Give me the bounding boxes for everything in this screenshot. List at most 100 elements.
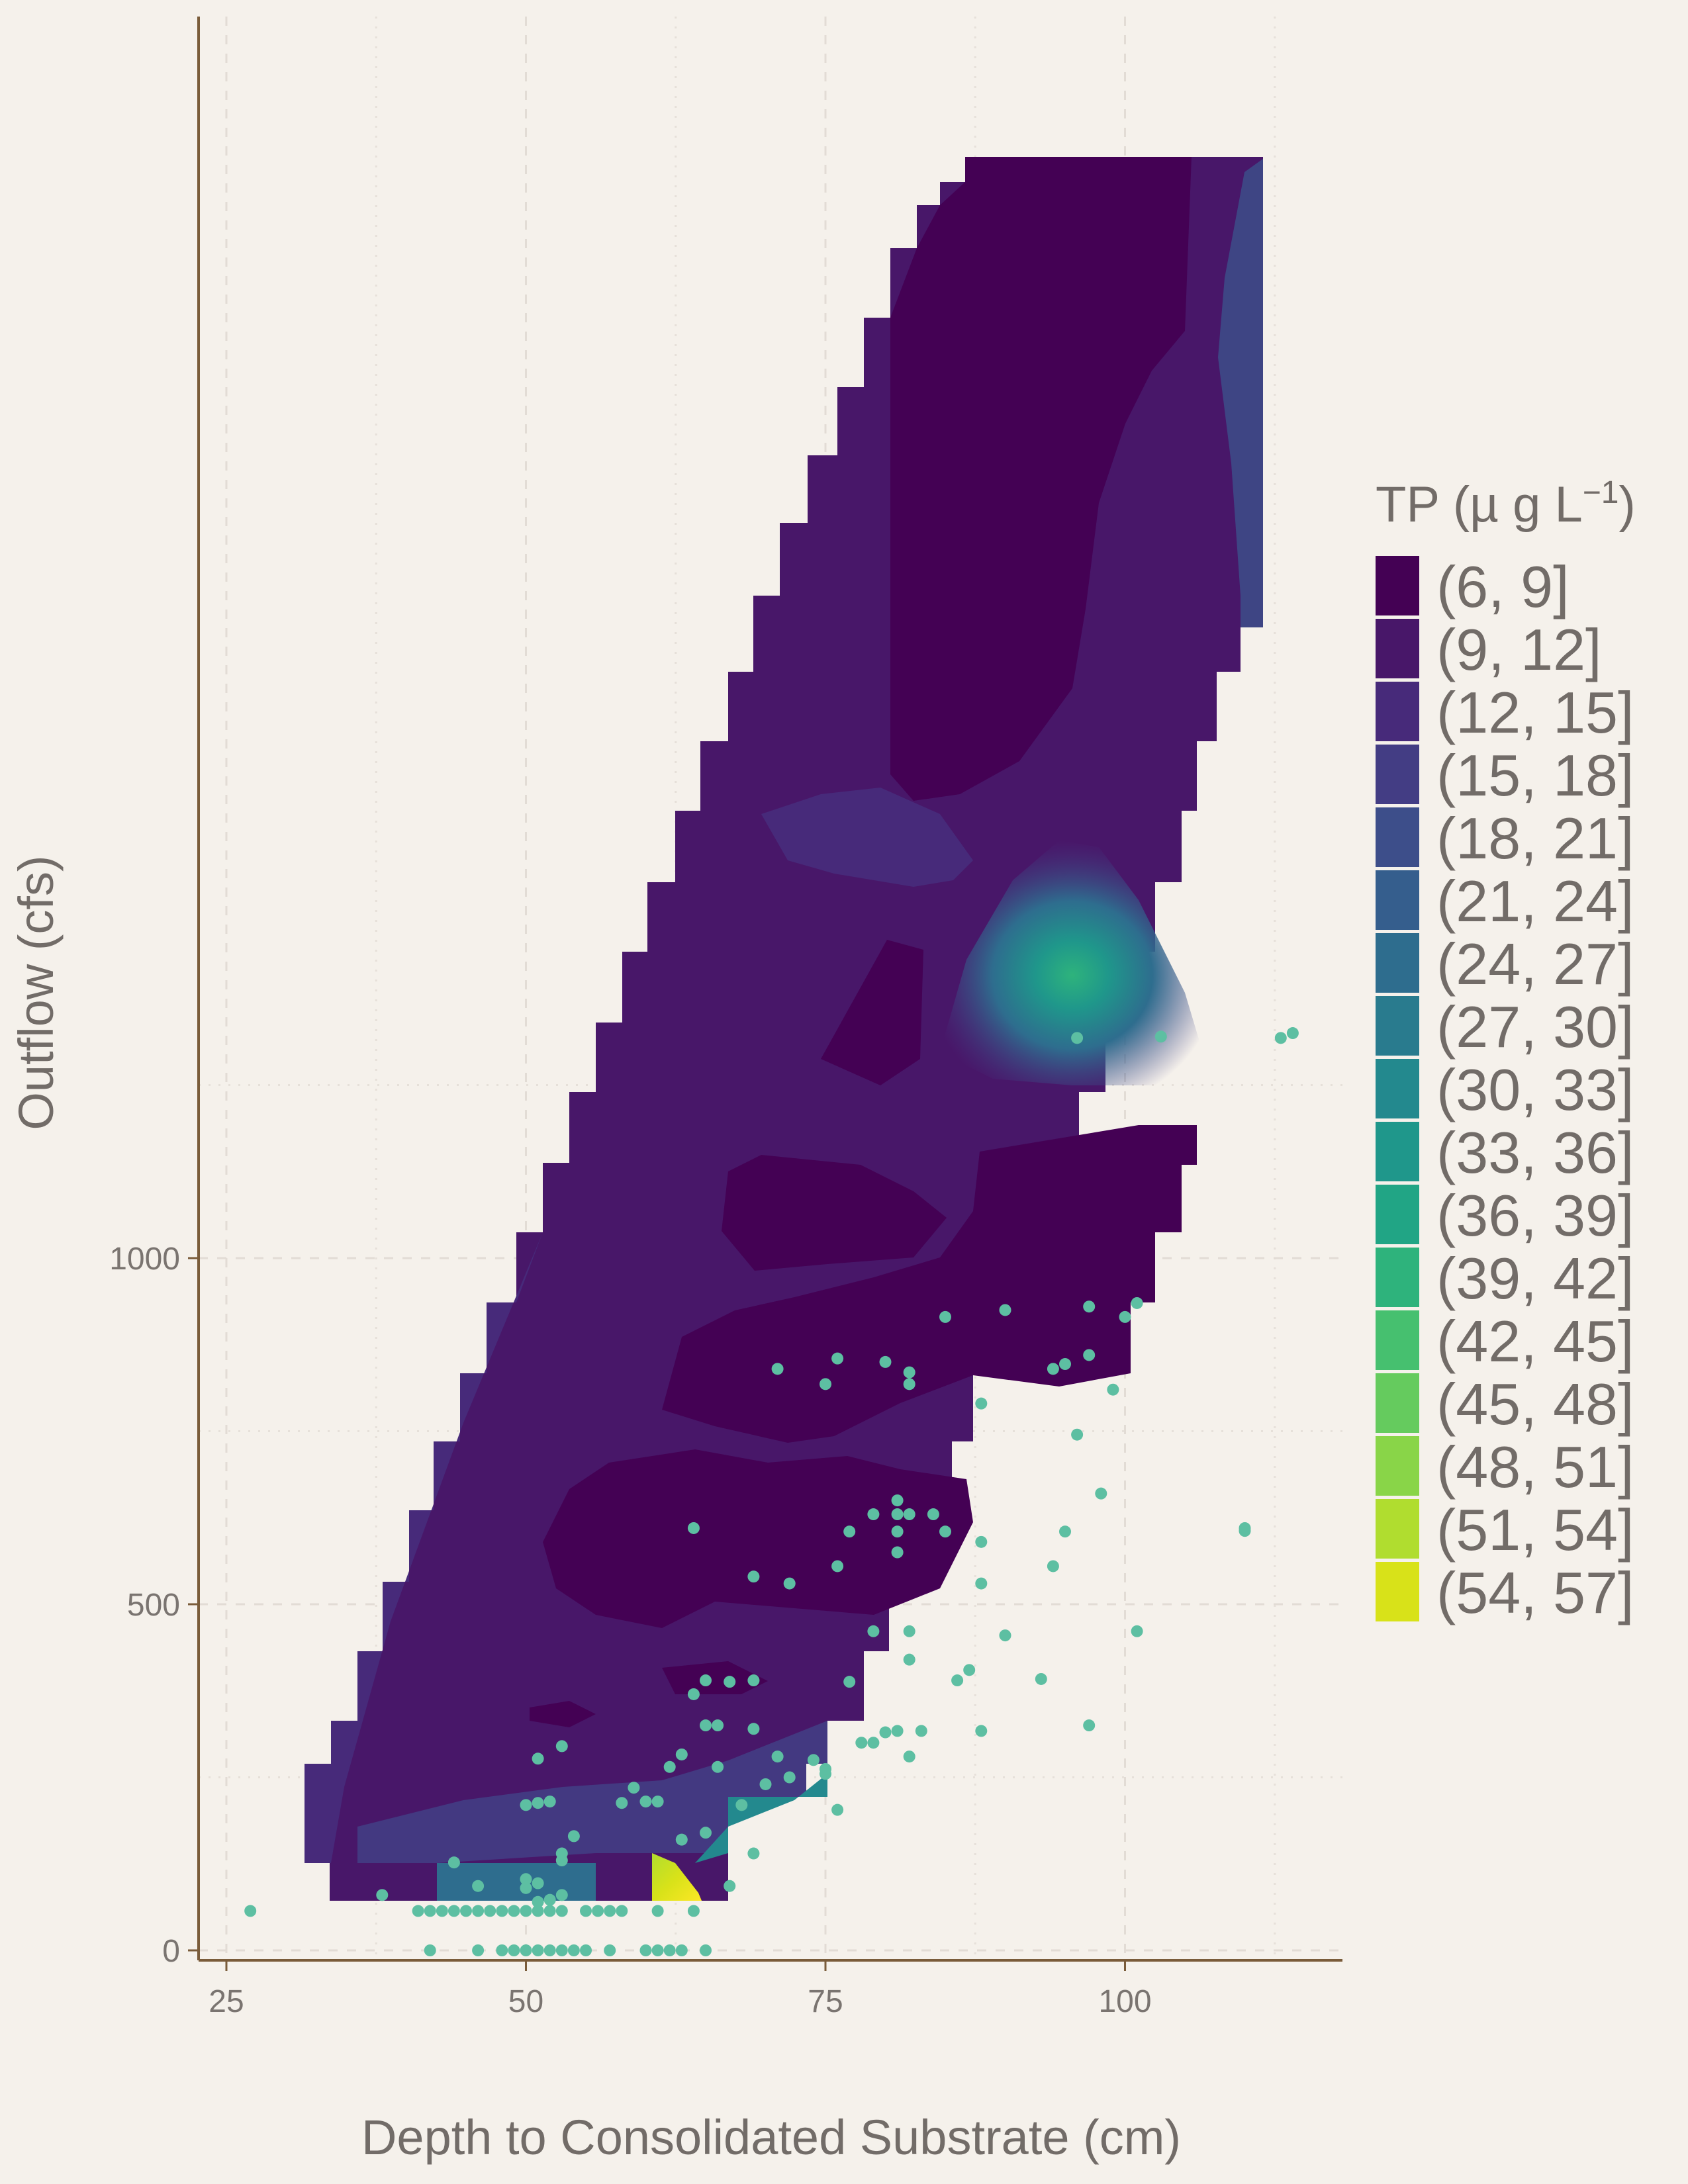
data-point (532, 1895, 544, 1908)
data-point (820, 1762, 831, 1775)
data-point (903, 1378, 915, 1390)
legend-swatch (1376, 996, 1419, 1056)
data-point (616, 1797, 628, 1809)
data-point (855, 1737, 868, 1749)
data-point (879, 1355, 892, 1368)
contour-surface (305, 157, 1263, 1901)
data-point (831, 1352, 844, 1365)
data-point (975, 1535, 988, 1548)
legend-label: (27, 30] (1436, 994, 1634, 1060)
contour-region-dark-mid-left (821, 940, 923, 1085)
legend-title-end: ) (1618, 477, 1635, 533)
data-point (903, 1366, 915, 1379)
data-point (580, 1905, 592, 1917)
data-point (651, 1944, 664, 1956)
data-point (999, 1629, 1011, 1642)
data-point (700, 1827, 712, 1839)
data-point (939, 1310, 951, 1323)
data-point (1047, 1560, 1059, 1572)
contour-region-lower-band (357, 1721, 827, 1863)
data-point (1059, 1525, 1071, 1538)
data-point (687, 1522, 700, 1534)
data-point (771, 1363, 784, 1375)
data-point (447, 1856, 460, 1869)
data-point (1071, 1428, 1084, 1441)
legend-label: (39, 42] (1436, 1246, 1634, 1311)
contour-region-left-edge (305, 1232, 543, 1863)
y-tick-label: 1000 (109, 1242, 180, 1277)
contour-region-right-edge (1218, 159, 1263, 627)
data-point (807, 1754, 820, 1766)
data-point (520, 1905, 532, 1917)
data-point (520, 1882, 532, 1894)
legend-swatch (1376, 619, 1419, 678)
data-point (1107, 1383, 1119, 1396)
data-point (532, 1877, 544, 1889)
x-tick-label: 75 (808, 1984, 843, 2019)
data-point (712, 1719, 724, 1732)
data-point (580, 1944, 592, 1956)
data-point (891, 1494, 904, 1507)
data-point (783, 1771, 796, 1784)
contour-region-yellow (652, 1853, 702, 1901)
data-point (891, 1508, 904, 1521)
x-tick-label: 100 (1098, 1984, 1151, 2019)
data-point (508, 1944, 520, 1956)
data-point (447, 1905, 460, 1917)
data-point (376, 1889, 389, 1901)
data-point (1119, 1310, 1131, 1323)
data-point (975, 1577, 988, 1590)
data-point (1083, 1300, 1096, 1313)
data-point (543, 1796, 556, 1808)
contour-region-bottom-teal (695, 1774, 827, 1863)
data-point (628, 1782, 640, 1794)
legend-swatch (1376, 682, 1419, 741)
legend-label: (21, 24] (1436, 868, 1634, 934)
data-point (891, 1725, 904, 1737)
data-point (639, 1944, 652, 1956)
legend-label: (24, 27] (1436, 931, 1634, 997)
data-point (724, 1880, 736, 1892)
legend-swatch (1376, 1373, 1419, 1433)
legend-label: (36, 39] (1436, 1183, 1634, 1248)
data-point (843, 1525, 856, 1538)
data-point (436, 1905, 448, 1917)
data-point (735, 1799, 748, 1811)
data-point (1239, 1522, 1251, 1534)
data-point (903, 1751, 915, 1763)
data-point (951, 1674, 964, 1687)
data-point (675, 1748, 688, 1760)
data-point (496, 1905, 508, 1917)
data-point (520, 1799, 532, 1811)
x-ticks: 25 50 75 100 (209, 1960, 1152, 2019)
contour-region-bottom-blue (437, 1863, 596, 1901)
data-point (555, 1847, 568, 1860)
data-point (496, 1944, 508, 1956)
data-point (975, 1397, 988, 1410)
legend-label: (45, 48] (1436, 1371, 1634, 1437)
data-point (639, 1796, 652, 1808)
data-point (532, 1752, 544, 1765)
data-point (1071, 1032, 1084, 1044)
legend-swatch (1376, 745, 1419, 804)
data-point (831, 1560, 844, 1572)
legend-swatch (1376, 870, 1419, 930)
data-point (820, 1378, 831, 1390)
legend-title-superscript: −1 (1583, 475, 1619, 510)
data-point (712, 1760, 724, 1773)
data-point (1059, 1358, 1071, 1371)
legend-title-main: TP (µ g L (1376, 477, 1583, 533)
legend-label: (48, 51] (1436, 1434, 1634, 1500)
data-point (508, 1905, 520, 1917)
data-point (903, 1653, 915, 1666)
data-point (891, 1525, 904, 1538)
legend-label: (12, 15] (1436, 680, 1634, 745)
data-point (1154, 1030, 1167, 1043)
data-point (771, 1751, 784, 1763)
data-point (663, 1760, 676, 1773)
legend-swatch (1376, 1122, 1419, 1181)
data-point (555, 1905, 568, 1917)
data-point (651, 1796, 664, 1808)
y-axis-title: Outflow (cfs) (9, 855, 64, 1130)
legend-title: TP (µ g L−1) (1376, 475, 1636, 533)
